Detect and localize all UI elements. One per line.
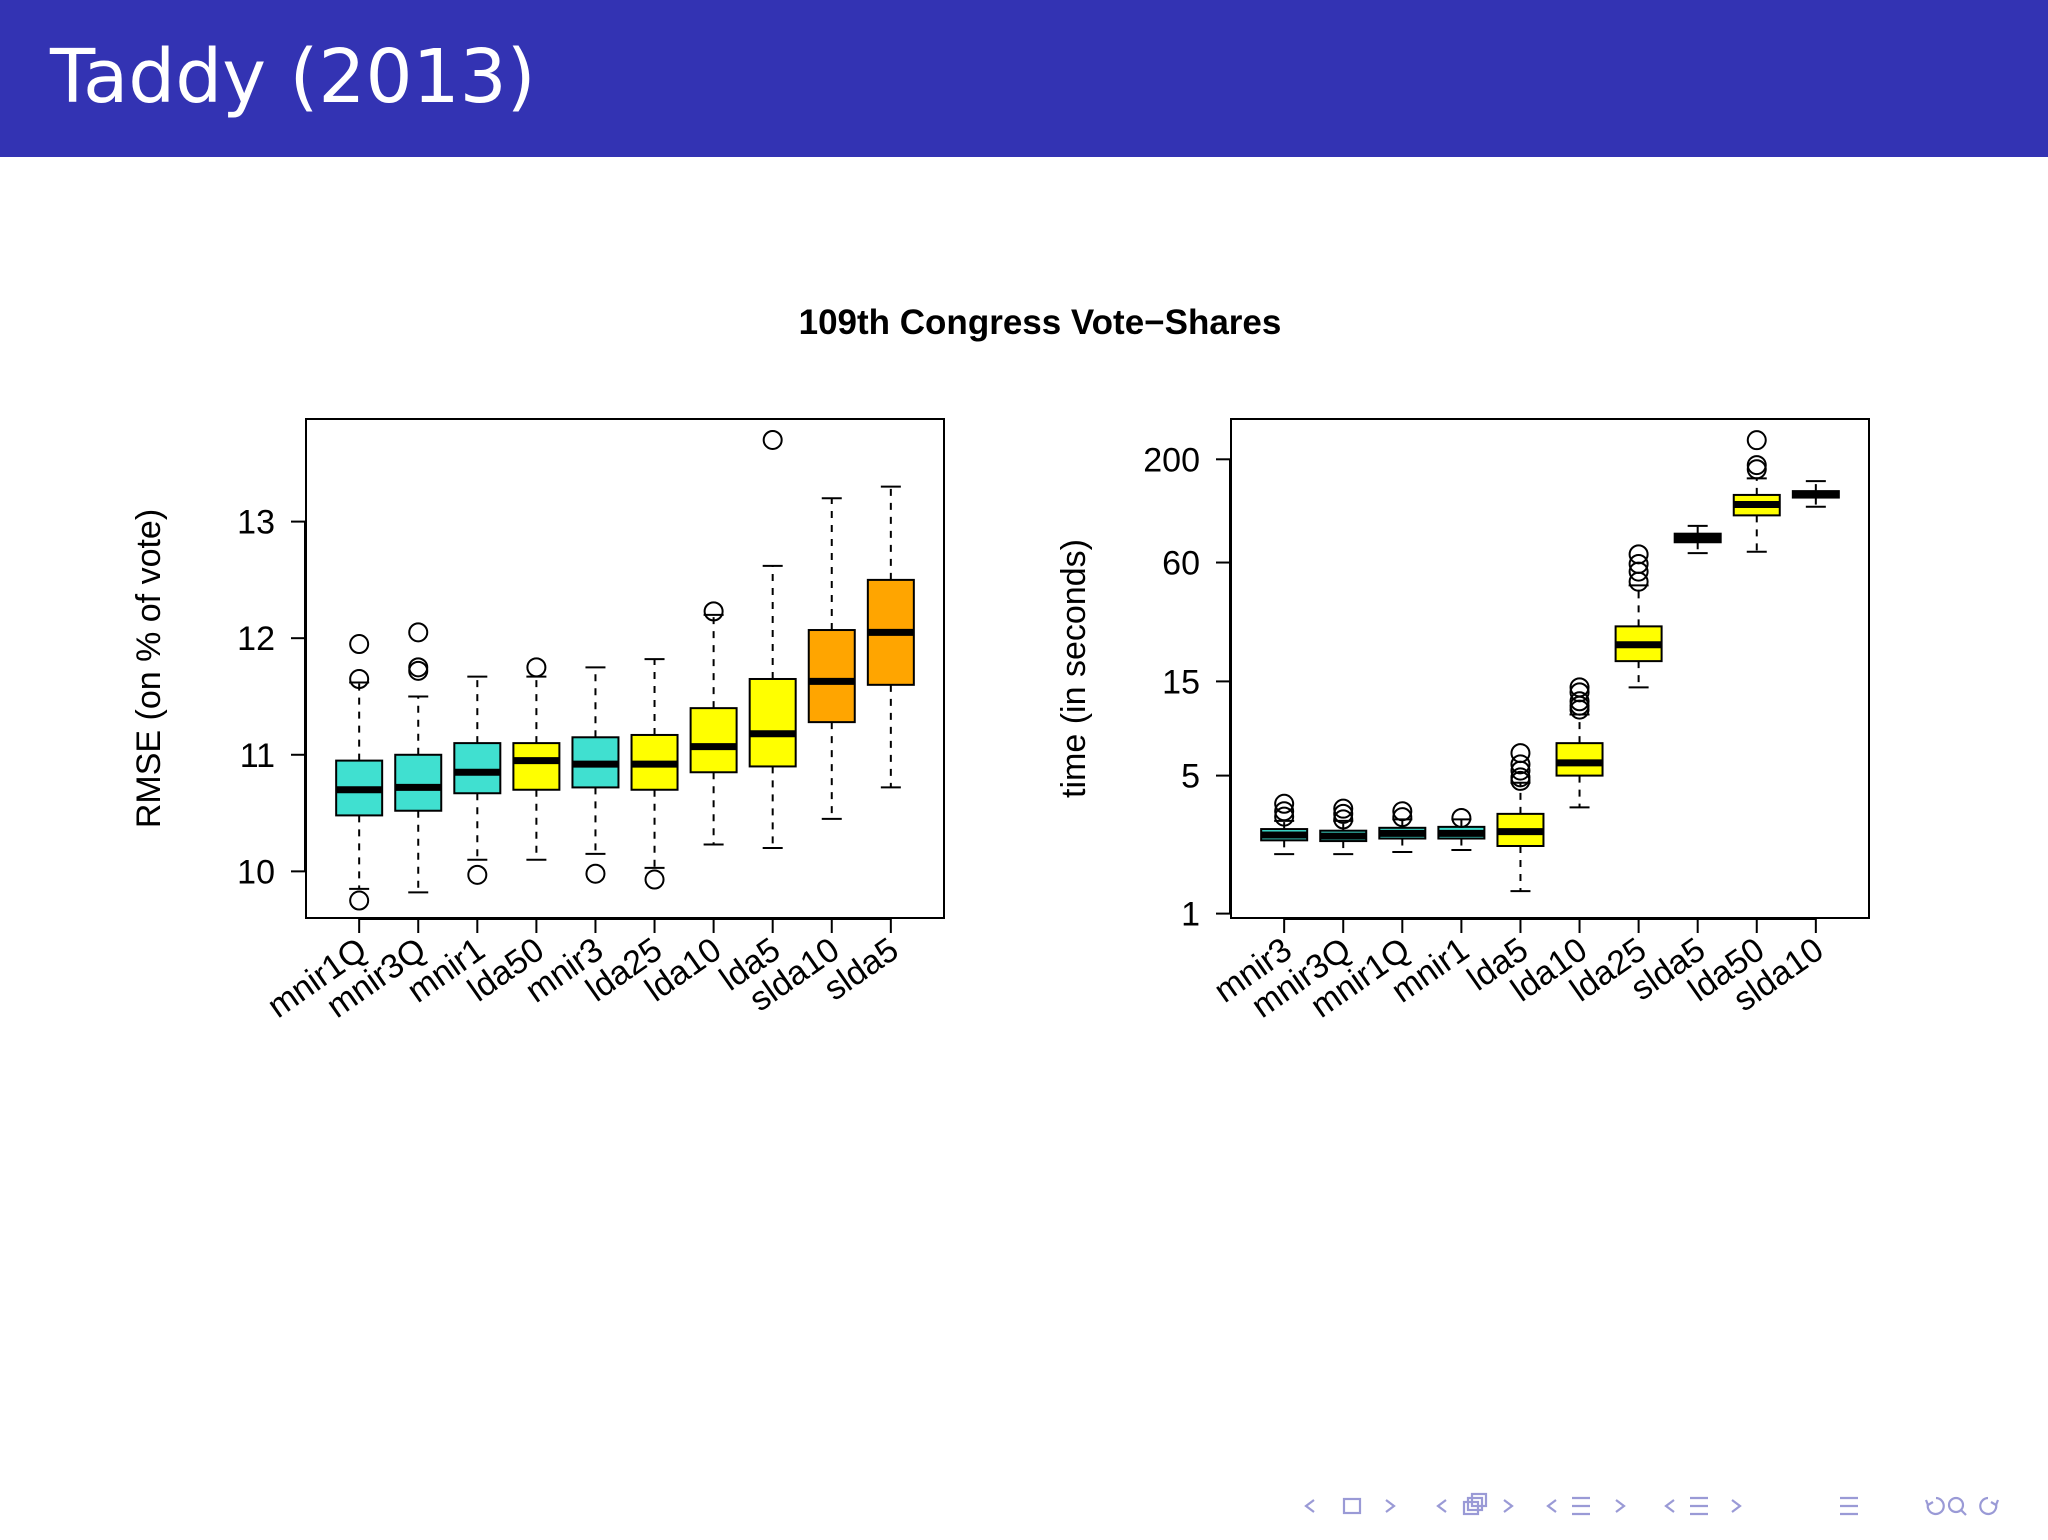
box-lda5	[748, 429, 797, 850]
outlier-point	[526, 657, 547, 678]
box-lda25	[630, 658, 679, 890]
box-body	[453, 742, 502, 795]
box-lda5	[1496, 743, 1545, 893]
box-lda50	[512, 657, 561, 861]
beamer-navigation	[1304, 1492, 2000, 1516]
slide-header: Taddy (2013)	[0, 0, 2048, 157]
box-mnir3	[1260, 793, 1309, 856]
nav-section-icon[interactable]	[1572, 1496, 1590, 1516]
nav-align-icon[interactable]	[1840, 1496, 1858, 1516]
outlier-point	[1510, 770, 1531, 791]
y-tick-label: 12	[237, 620, 275, 658]
outlier-point	[1392, 801, 1413, 822]
nav-prev-frame-icon[interactable]	[1304, 1499, 1315, 1513]
y-axis-label: RMSE (on % of vote)	[130, 509, 168, 828]
outlier-point	[1392, 807, 1413, 828]
outlier-point	[1746, 430, 1767, 451]
outlier-point	[408, 660, 429, 681]
box-lda10	[689, 601, 738, 846]
box-mnir3Q	[1319, 798, 1368, 856]
nav-section-icon-2[interactable]	[1690, 1496, 1708, 1516]
box-slda5	[1673, 524, 1722, 555]
nav-prev-section-icon[interactable]	[1546, 1499, 1557, 1513]
box-mnir1	[1437, 807, 1486, 851]
outlier-point	[703, 601, 724, 622]
box-slda5	[866, 485, 915, 789]
outlier-point	[1569, 695, 1590, 716]
outlier-point	[349, 634, 370, 655]
outlier-point	[467, 864, 488, 885]
outlier-point	[1569, 699, 1590, 720]
plot-frame	[1230, 418, 1870, 919]
outlier-point	[1510, 754, 1531, 775]
outlier-point	[408, 622, 429, 643]
box-body	[689, 707, 738, 774]
y-tick-label: 200	[1143, 441, 1200, 479]
box-slda10	[1791, 480, 1840, 508]
box-mnir3	[571, 666, 620, 884]
box-mnir1Q	[335, 634, 384, 911]
nav-search-icon[interactable]	[1924, 1496, 2000, 1516]
outlier-point	[349, 668, 370, 689]
box-lda25	[1614, 544, 1663, 689]
outlier-point	[1333, 803, 1354, 824]
outlier-point	[1274, 801, 1295, 822]
outlier-point	[1510, 760, 1531, 781]
box-mnir1Q	[1378, 801, 1427, 854]
outlier-point	[762, 429, 783, 450]
box-slda10	[807, 497, 856, 820]
boxplot-figure: 109th Congress Vote−Shares 10 11 12 13 RMSE …	[130, 303, 1870, 1025]
box-body	[748, 677, 797, 768]
nav-next-subsection-icon[interactable]	[1503, 1499, 1514, 1513]
box-mnir1	[453, 675, 502, 885]
outlier-point	[1333, 798, 1354, 819]
y-tick-label: 10	[237, 853, 275, 891]
y-tick-label: 60	[1162, 545, 1200, 583]
y-tick-label: 5	[1181, 758, 1200, 796]
y-tick-label: 1	[1181, 896, 1200, 934]
box-lda50	[1732, 430, 1781, 553]
nav-frame-icon[interactable]	[1342, 1497, 1362, 1515]
nav-next-section-icon-2[interactable]	[1731, 1499, 1742, 1513]
outlier-point	[644, 869, 665, 890]
outlier-point	[1628, 561, 1649, 582]
outlier-point	[1628, 571, 1649, 592]
y-tick-label: 15	[1162, 663, 1200, 701]
y-tick-label: 11	[240, 737, 275, 775]
chart-title: 109th Congress Vote−Shares	[799, 303, 1282, 342]
box-lda10	[1555, 677, 1604, 809]
outlier-point	[1274, 793, 1295, 814]
nav-prev-subsection-icon[interactable]	[1436, 1499, 1447, 1513]
nav-prev-section-icon-2[interactable]	[1664, 1499, 1675, 1513]
outlier-point	[1746, 455, 1767, 476]
slide-title: Taddy (2013)	[50, 34, 536, 120]
box-mnir3Q	[394, 622, 443, 894]
outlier-point	[1746, 459, 1767, 480]
outlier-point	[1569, 691, 1590, 712]
box-body	[512, 742, 561, 791]
outlier-point	[585, 863, 606, 884]
outlier-point	[1274, 806, 1295, 827]
outlier-point	[349, 890, 370, 911]
y-tick-label: 13	[237, 504, 275, 542]
box-body	[394, 753, 443, 812]
nav-next-section-icon[interactable]	[1615, 1499, 1626, 1513]
box-body	[807, 629, 856, 724]
y-axis-label: time (in seconds)	[1055, 539, 1093, 798]
outlier-point	[1451, 807, 1472, 828]
nav-subsection-icon[interactable]	[1462, 1492, 1488, 1516]
figure: 109th Congress Vote−Shares 10 11 12 13 RMSE …	[0, 157, 2048, 1536]
nav-next-frame-icon[interactable]	[1385, 1499, 1396, 1513]
outlier-point	[1333, 809, 1354, 830]
